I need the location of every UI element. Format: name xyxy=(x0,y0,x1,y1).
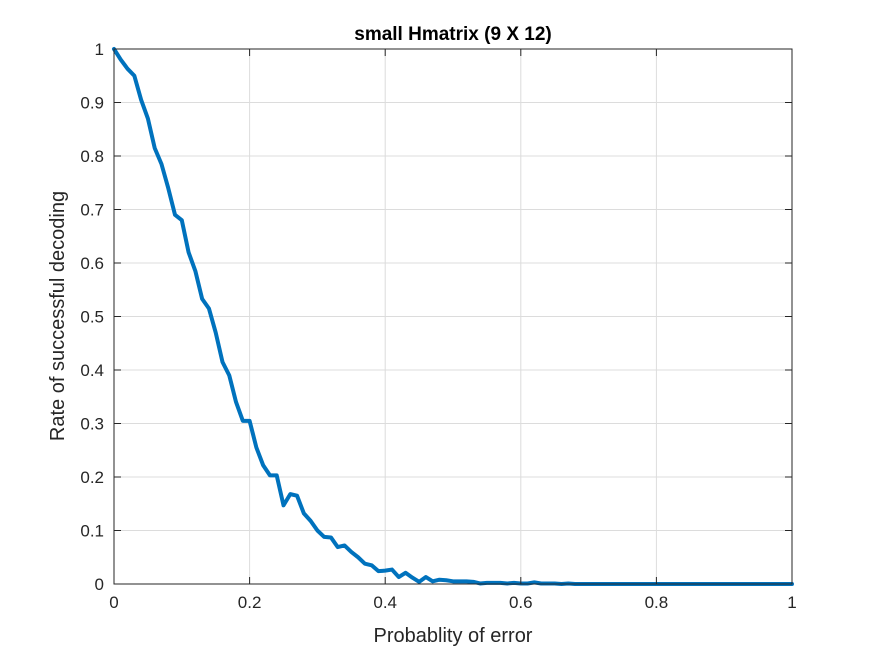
x-tick-label: 0.2 xyxy=(238,593,262,612)
y-axis-label: Rate of successful decoding xyxy=(47,191,69,441)
y-tick-label: 0 xyxy=(95,575,104,594)
x-tick-label: 0.4 xyxy=(373,593,397,612)
y-tick-label: 0.8 xyxy=(80,147,104,166)
grid xyxy=(114,49,792,584)
x-tick-label: 0.6 xyxy=(509,593,533,612)
tick-labels: 0 0.2 0.4 0.6 0.8 1 0 0.1 0.2 0.3 0.4 0.5 0.6 0.7 0.8 0… xyxy=(80,40,796,612)
ticks xyxy=(113,48,793,585)
x-tick-label: 1 xyxy=(787,593,796,612)
x-tick-label: 0 xyxy=(109,593,118,612)
series-line xyxy=(112,47,794,586)
y-tick-label: 0.5 xyxy=(80,308,104,327)
y-tick-label: 0.1 xyxy=(80,522,104,541)
x-tick-label: 0.8 xyxy=(645,593,669,612)
y-tick-label: 0.9 xyxy=(80,94,104,113)
y-tick-label: 0.2 xyxy=(80,468,104,487)
y-tick-label: 1 xyxy=(95,40,104,59)
chart-title: small Hmatrix (9 X 12) xyxy=(354,24,551,45)
y-tick-label: 0.6 xyxy=(80,254,104,273)
y-tick-label: 0.7 xyxy=(80,201,104,220)
y-tick-label: 0.3 xyxy=(80,415,104,434)
x-axis-label: Probablity of error xyxy=(374,625,533,647)
series-layer xyxy=(112,47,794,586)
y-tick-label: 0.4 xyxy=(80,361,104,380)
